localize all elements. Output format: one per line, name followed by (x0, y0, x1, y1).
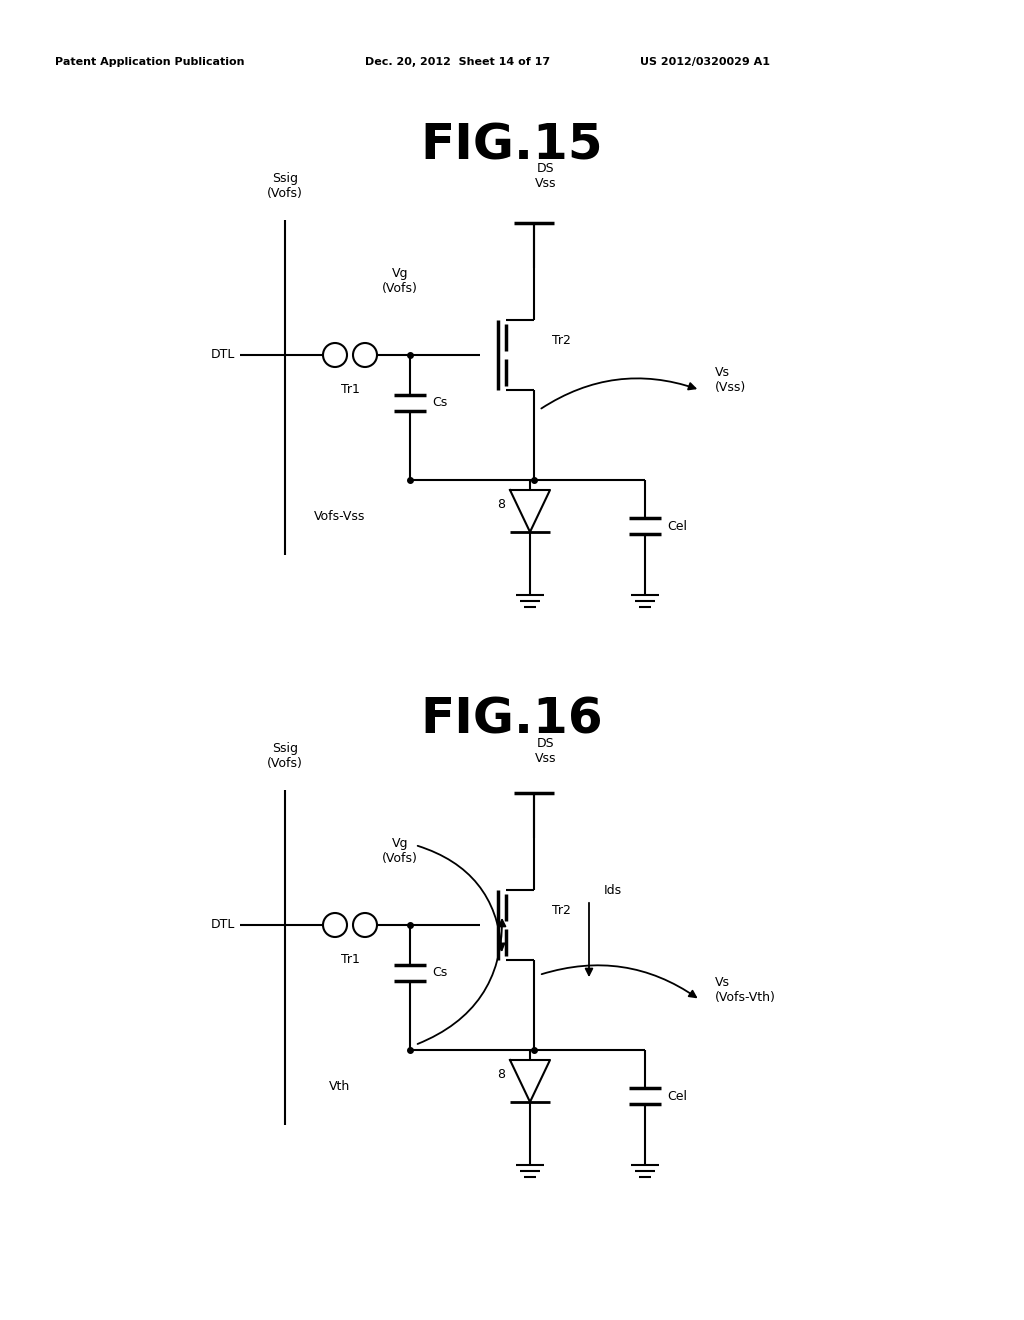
Text: Ids: Ids (604, 883, 623, 896)
Text: 8: 8 (497, 499, 505, 511)
Text: Cs: Cs (432, 396, 447, 409)
Text: DS
Vss: DS Vss (536, 162, 557, 190)
Text: DTL: DTL (211, 348, 234, 362)
Text: Patent Application Publication: Patent Application Publication (55, 57, 245, 67)
Text: DS
Vss: DS Vss (536, 737, 557, 766)
Text: Vs
(Vss): Vs (Vss) (715, 366, 746, 393)
Text: Cel: Cel (667, 520, 687, 532)
Text: Vg
(Vofs): Vg (Vofs) (382, 837, 418, 865)
Text: DTL: DTL (211, 919, 234, 932)
Text: US 2012/0320029 A1: US 2012/0320029 A1 (640, 57, 770, 67)
Text: 8: 8 (497, 1068, 505, 1081)
Text: Tr1: Tr1 (341, 953, 359, 966)
Text: Tr1: Tr1 (341, 383, 359, 396)
Text: Vs
(Vofs-Vth): Vs (Vofs-Vth) (715, 975, 776, 1005)
Text: FIG.15: FIG.15 (421, 121, 603, 169)
Text: Vg
(Vofs): Vg (Vofs) (382, 267, 418, 294)
Text: Ssig
(Vofs): Ssig (Vofs) (267, 742, 303, 770)
Text: Tr2: Tr2 (552, 334, 570, 346)
Text: Vth: Vth (330, 1080, 350, 1093)
Text: Dec. 20, 2012  Sheet 14 of 17: Dec. 20, 2012 Sheet 14 of 17 (365, 57, 550, 67)
Text: Vofs-Vss: Vofs-Vss (314, 510, 366, 523)
Text: Ssig
(Vofs): Ssig (Vofs) (267, 172, 303, 201)
Text: Tr2: Tr2 (552, 903, 570, 916)
Text: FIG.16: FIG.16 (421, 696, 603, 744)
Text: Cs: Cs (432, 966, 447, 979)
Text: Cel: Cel (667, 1089, 687, 1102)
